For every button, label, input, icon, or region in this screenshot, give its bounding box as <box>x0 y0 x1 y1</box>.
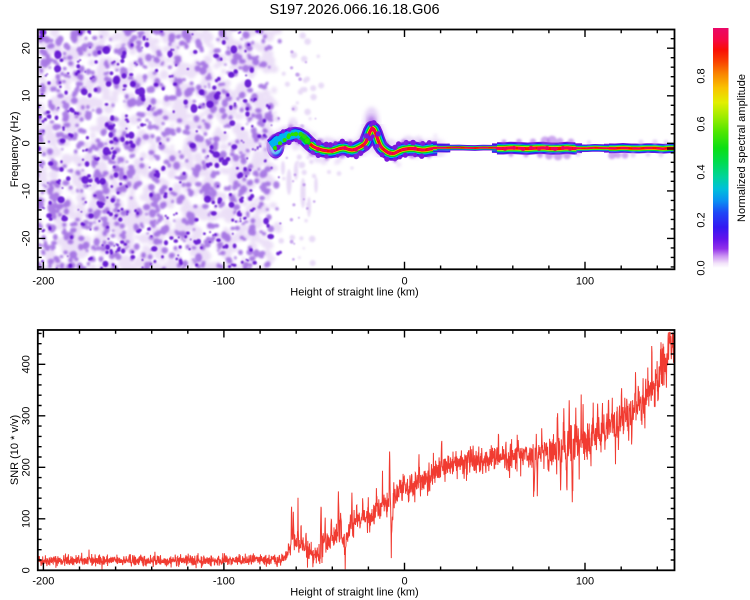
svg-text:10: 10 <box>21 90 33 102</box>
svg-text:0: 0 <box>401 576 407 588</box>
svg-text:Frequency (Hz): Frequency (Hz) <box>9 112 21 188</box>
svg-text:100: 100 <box>576 276 594 288</box>
svg-text:0.0: 0.0 <box>696 260 708 275</box>
svg-text:0.6: 0.6 <box>696 116 708 131</box>
svg-text:20: 20 <box>21 42 33 54</box>
svg-text:0: 0 <box>21 567 33 573</box>
svg-text:0.2: 0.2 <box>696 212 708 227</box>
svg-text:0.4: 0.4 <box>696 164 708 179</box>
svg-text:200: 200 <box>21 458 33 476</box>
svg-text:S197.2026.066.16.18.G06: S197.2026.066.16.18.G06 <box>269 2 439 18</box>
svg-text:0: 0 <box>21 140 33 146</box>
svg-text:100: 100 <box>21 510 33 528</box>
svg-text:400: 400 <box>21 355 33 373</box>
svg-text:0.8: 0.8 <box>696 68 708 83</box>
svg-text:-100: -100 <box>213 576 235 588</box>
svg-text:-100: -100 <box>213 276 235 288</box>
svg-text:100: 100 <box>576 576 594 588</box>
svg-text:-10: -10 <box>21 183 33 199</box>
svg-text:SNR (10 * v/v): SNR (10 * v/v) <box>9 415 21 485</box>
svg-text:-200: -200 <box>32 576 54 588</box>
svg-text:Normalized spectral amplitude: Normalized spectral amplitude <box>736 74 748 222</box>
svg-text:-200: -200 <box>32 276 54 288</box>
svg-text:Height of straight line (km): Height of straight line (km) <box>290 287 418 299</box>
svg-text:0: 0 <box>401 276 407 288</box>
svg-text:300: 300 <box>21 407 33 425</box>
svg-text:-20: -20 <box>21 230 33 246</box>
svg-text:Height of straight line (km): Height of straight line (km) <box>290 587 418 599</box>
